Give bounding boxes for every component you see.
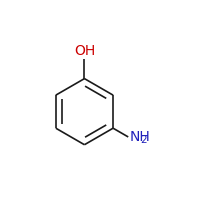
- Text: NH: NH: [130, 130, 151, 144]
- Text: OH: OH: [74, 44, 95, 58]
- Text: 2: 2: [140, 135, 147, 145]
